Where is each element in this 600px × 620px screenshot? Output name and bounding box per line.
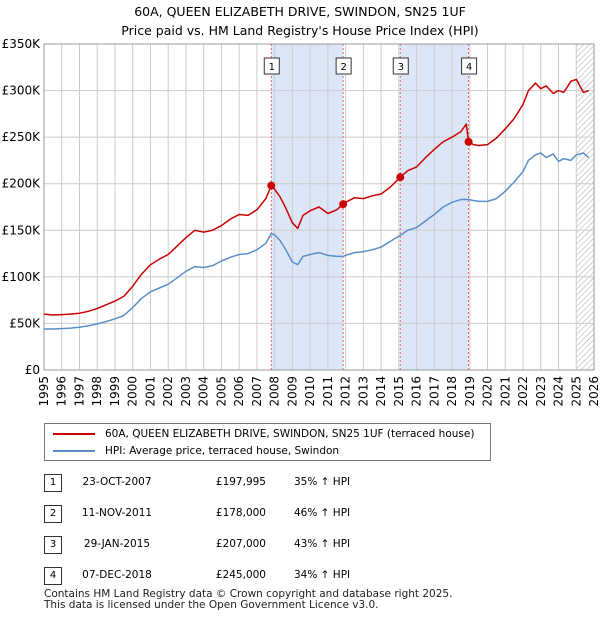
- table-row: 1 23-OCT-2007 £197,995 35% ↑ HPI: [44, 474, 404, 492]
- y-tick-label: £200K: [2, 177, 42, 191]
- x-tick-label: 2011: [321, 376, 335, 407]
- sale-label-box: [263, 57, 280, 75]
- y-tick-label: £100K: [2, 270, 42, 284]
- chart-legend: 60A, QUEEN ELIZABETH DRIVE, SWINDON, SN2…: [44, 423, 491, 461]
- transaction-hpi-change: 35% ↑ HPI: [294, 476, 351, 488]
- legend-item-property: 60A, QUEEN ELIZABETH DRIVE, SWINDON, SN2…: [53, 426, 474, 442]
- x-tick-label: 1999: [108, 376, 122, 407]
- transaction-price: £178,000: [215, 507, 266, 519]
- transaction-hpi-change: 46% ↑ HPI: [294, 507, 351, 519]
- table-row: 3 29-JAN-2015 £207,000 43% ↑ HPI: [44, 536, 404, 554]
- chart-title: 60A, QUEEN ELIZABETH DRIVE, SWINDON, SN2…: [0, 2, 600, 40]
- x-tick-label: 2026: [587, 376, 600, 407]
- x-tick-label: 1997: [72, 376, 86, 407]
- x-tick-label: 1998: [90, 376, 104, 407]
- x-tick-label: 2013: [356, 376, 370, 407]
- property-price-line: [43, 78, 589, 316]
- transaction-price: £207,000: [215, 538, 266, 550]
- x-tick-label: 2024: [552, 376, 566, 407]
- transaction-number: 3: [44, 536, 62, 554]
- sale-label-box: [392, 57, 409, 75]
- transaction-number: 2: [44, 505, 62, 523]
- table-row: 2 11-NOV-2011 £178,000 46% ↑ HPI: [44, 505, 404, 523]
- x-tick-label: 2014: [374, 376, 388, 407]
- transaction-date: 11-NOV-2011: [81, 507, 153, 519]
- x-tick-label: 2025: [569, 376, 583, 407]
- transaction-number: 4: [44, 567, 62, 585]
- hpi-line: [44, 152, 590, 330]
- x-tick-label: 2023: [534, 376, 548, 407]
- x-tick-label: 2008: [268, 376, 282, 407]
- x-tick-label: 1995: [37, 376, 51, 407]
- x-tick-label: 2015: [392, 376, 406, 407]
- title-line-address: 60A, QUEEN ELIZABETH DRIVE, SWINDON, SN2…: [134, 4, 466, 19]
- sale-label-box: [335, 57, 352, 75]
- x-tick-label: 2009: [285, 376, 299, 407]
- legend-label-hpi: HPI: Average price, terraced house, Swin…: [105, 445, 340, 457]
- sale-label: 4: [466, 62, 472, 73]
- x-tick-label: 2021: [498, 376, 512, 407]
- legend-label-property: 60A, QUEEN ELIZABETH DRIVE, SWINDON, SN2…: [105, 428, 475, 440]
- x-tick-label: 1996: [55, 376, 69, 407]
- x-tick-label: 2003: [179, 376, 193, 407]
- transaction-price: £245,000: [215, 569, 266, 581]
- y-tick-label: £250K: [2, 130, 42, 144]
- x-tick-label: 2004: [197, 376, 211, 407]
- x-tick-label: 2018: [445, 376, 459, 407]
- legend-item-hpi: HPI: Average price, terraced house, Swin…: [53, 443, 339, 459]
- y-tick-label: £150K: [2, 223, 42, 237]
- y-tick-label: £50K: [9, 316, 41, 330]
- footer-copyright: Contains HM Land Registry data © Crown c…: [44, 588, 453, 600]
- title-line-subtitle: Price paid vs. HM Land Registry's House …: [121, 23, 479, 38]
- x-tick-label: 2001: [143, 376, 157, 407]
- y-tick-label: £300K: [2, 84, 42, 98]
- x-tick-label: 2002: [161, 376, 175, 407]
- price-chart: £0 £50K £100K £150K £200K £250K £300K £350K 1995…: [2, 37, 600, 407]
- x-tick-label: 2020: [481, 376, 495, 407]
- footer-attribution: Contains HM Land Registry data © Crown c…: [44, 589, 452, 611]
- legend-swatch-property: [53, 433, 95, 435]
- transaction-price: £197,995: [215, 476, 266, 488]
- sale-label: 1: [269, 62, 275, 73]
- transaction-date: 23-OCT-2007: [82, 476, 152, 488]
- transaction-hpi-change: 34% ↑ HPI: [294, 569, 351, 581]
- x-tick-label: 2007: [250, 376, 264, 407]
- x-tick-label: 2016: [410, 376, 424, 407]
- legend-swatch-hpi: [53, 450, 95, 452]
- transaction-hpi-change: 43% ↑ HPI: [294, 538, 351, 550]
- x-tick-label: 2005: [214, 376, 228, 407]
- ownership-shade: [271, 44, 344, 370]
- sale-point: [396, 173, 405, 182]
- sale-label: 3: [398, 62, 404, 73]
- sale-point: [339, 200, 348, 209]
- sale-point: [464, 137, 473, 146]
- table-row: 4 07-DEC-2018 £245,000 34% ↑ HPI: [44, 567, 404, 585]
- sale-label: 2: [340, 62, 346, 73]
- transaction-number: 1: [44, 474, 62, 492]
- plot-border: [43, 43, 595, 371]
- footer-licence: This data is licensed under the Open Gov…: [44, 599, 379, 611]
- x-tick-label: 2012: [339, 376, 353, 407]
- sale-point: [267, 181, 276, 190]
- transaction-date: 07-DEC-2018: [82, 569, 152, 581]
- x-tick-label: 2010: [303, 376, 317, 407]
- y-tick-label: £0: [25, 363, 40, 377]
- sale-label-box: [461, 57, 478, 75]
- x-tick-label: 2000: [126, 376, 140, 407]
- x-tick-label: 2022: [516, 376, 530, 407]
- x-tick-label: 2006: [232, 376, 246, 407]
- y-tick-label: £350K: [2, 37, 42, 51]
- forecast-hatch: [576, 44, 594, 370]
- x-tick-label: 2019: [463, 376, 477, 407]
- x-tick-label: 2017: [427, 376, 441, 407]
- transaction-date: 29-JAN-2015: [83, 538, 151, 550]
